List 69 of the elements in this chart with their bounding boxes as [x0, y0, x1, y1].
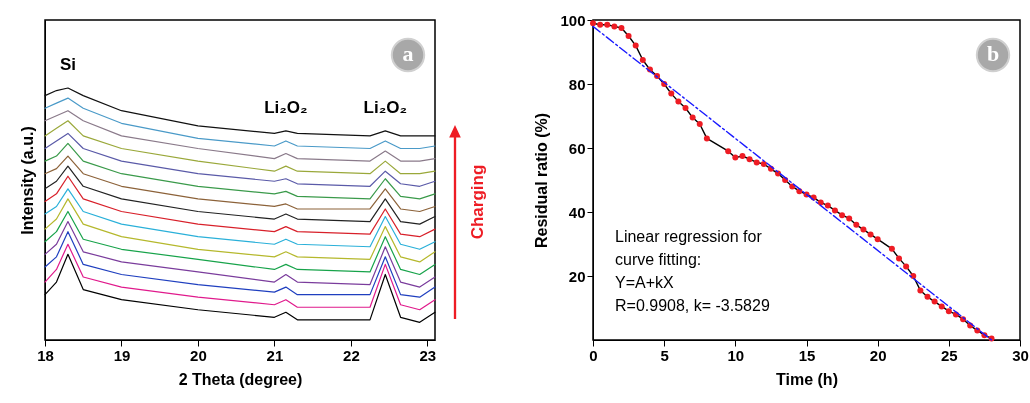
point: [817, 199, 824, 206]
point: [732, 154, 739, 161]
x-tick-label: 25: [940, 346, 958, 364]
y-tick-label: 60: [568, 139, 586, 157]
x-tick-label: 10: [727, 346, 745, 364]
x-tick-label: 20: [190, 346, 207, 364]
point: [618, 25, 625, 31]
annotation: Y=A+kX: [615, 274, 675, 291]
point: [924, 293, 931, 300]
point: [760, 161, 767, 167]
point: [639, 57, 646, 63]
x-tick-label: 5: [660, 346, 669, 364]
point: [753, 159, 760, 166]
x-tick-label: 19: [113, 346, 131, 364]
point: [739, 153, 746, 159]
point: [945, 308, 952, 315]
x-tick-label: 22: [343, 346, 360, 364]
x-tick-label: 18: [37, 346, 54, 364]
point: [846, 215, 853, 222]
annotation: Linear regression for: [615, 228, 763, 245]
x-tick-label: 15: [798, 346, 816, 364]
y-axis-title: Residual ratio (%): [533, 112, 551, 249]
point: [824, 202, 831, 209]
x-tick-label: 0: [589, 346, 598, 364]
x-axis-title: 2 Theta (degree): [178, 370, 303, 388]
point: [874, 236, 881, 243]
point: [725, 148, 732, 155]
point: [903, 263, 910, 270]
point: [668, 90, 675, 97]
y-tick-label: 100: [560, 11, 586, 29]
point: [632, 42, 639, 49]
point: [682, 105, 689, 111]
annotation: Si: [59, 55, 76, 75]
x-axis-title: Time (h): [776, 370, 838, 388]
point: [746, 156, 753, 163]
point: [896, 255, 903, 262]
annotation: Li₂O₂: [264, 97, 308, 117]
x-tick-label: 23: [419, 346, 437, 364]
y-tick-label: 20: [568, 267, 586, 285]
point: [611, 23, 618, 30]
point: [689, 114, 696, 121]
point: [867, 231, 874, 238]
point: [831, 207, 838, 214]
x-tick-label: 30: [1012, 346, 1029, 364]
point: [696, 121, 703, 127]
annotation: curve fitting:: [615, 251, 702, 268]
point: [931, 298, 938, 305]
y-tick-label: 40: [568, 203, 586, 221]
annotation: b: [986, 41, 1000, 66]
point: [703, 135, 710, 142]
point: [917, 287, 924, 294]
y-tick-label: 80: [568, 75, 586, 93]
point: [604, 21, 611, 28]
x-tick-label: 21: [266, 346, 284, 364]
point: [597, 21, 604, 28]
point: [860, 226, 867, 233]
text: Charging: [468, 164, 487, 240]
x-tick-label: 20: [869, 346, 887, 364]
text: a: [402, 41, 414, 66]
point: [789, 183, 796, 190]
annotation: R=0.9908, k= -3.5829: [615, 297, 770, 314]
point: [675, 98, 682, 105]
point: [938, 303, 945, 310]
annotation: Li₂O₂: [363, 97, 408, 117]
point: [839, 212, 846, 219]
y-axis-title: Intensity (a.u.): [18, 126, 36, 235]
point: [888, 245, 895, 252]
point: [625, 33, 632, 39]
point: [853, 221, 860, 228]
